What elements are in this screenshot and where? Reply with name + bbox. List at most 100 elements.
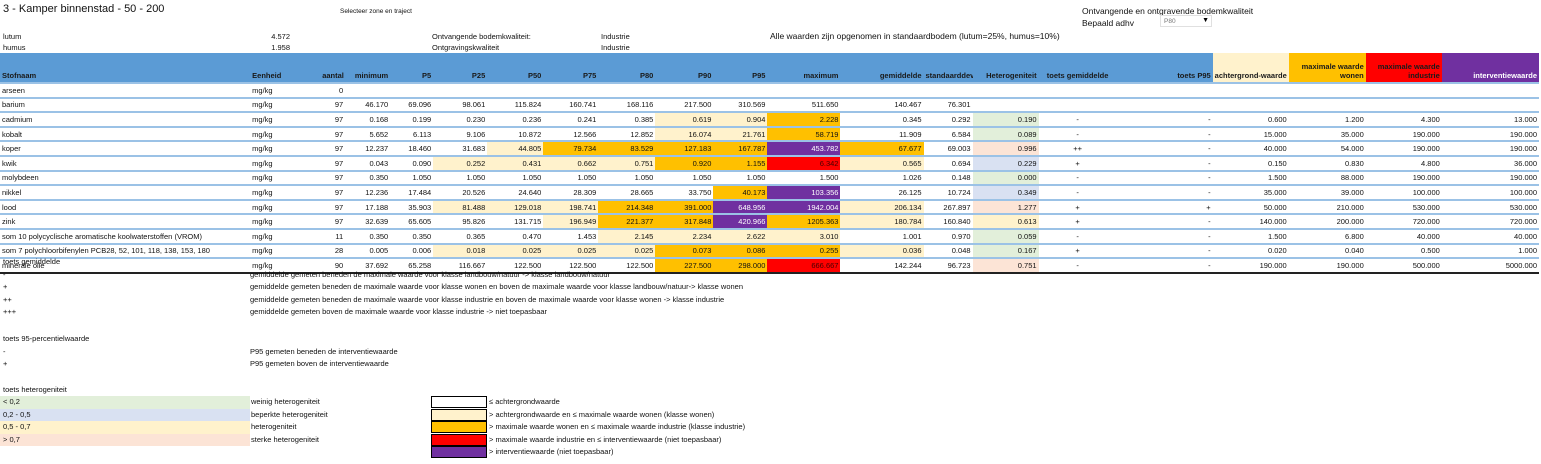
p25-cell[interactable]: 81.488 <box>433 199 488 215</box>
interventiewaarde-cell[interactable]: 40.000 <box>1514 231 1537 241</box>
max-industrie-cell[interactable]: 530.000 <box>1412 202 1440 212</box>
column-header[interactable]: toets gemiddelde <box>1038 53 1117 83</box>
toets-gemiddelde-cell[interactable]: ++ <box>1073 144 1082 154</box>
heterogeniteit-cell[interactable]: 0.996 <box>972 141 1039 156</box>
toets-gemiddelde-cell[interactable]: - <box>1076 260 1079 270</box>
standaarddeviatie-cell[interactable]: 0.292 <box>923 112 973 127</box>
max-industrie-cell[interactable]: 0.500 <box>1421 246 1440 256</box>
gemiddelde-cell[interactable]: 206.134 <box>840 199 924 215</box>
p75-cell[interactable]: 122.500 <box>543 258 599 273</box>
interventiewaarde-cell[interactable]: 36.000 <box>1514 158 1537 168</box>
p95-cell[interactable]: 167.787 <box>713 141 768 156</box>
stofnaam-cell[interactable]: koper <box>2 144 21 154</box>
achtergrondwaarde-cell[interactable]: 40.000 <box>1263 144 1287 154</box>
heterogeniteit-cell[interactable]: 0.349 <box>972 185 1039 200</box>
interventiewaarde-cell[interactable]: 100.000 <box>1509 187 1537 197</box>
column-header[interactable]: P25 <box>433 53 488 83</box>
toets-p95-cell[interactable]: + <box>1206 202 1211 212</box>
column-header[interactable]: maximum <box>767 53 841 83</box>
p5-cell[interactable]: 0.199 <box>390 112 434 127</box>
column-header[interactable]: P75 <box>543 53 599 83</box>
aantal-cell[interactable]: 97 <box>334 129 344 139</box>
stofnaam-cell[interactable]: molybdeen <box>2 173 39 183</box>
max-industrie-cell[interactable]: 720.000 <box>1412 217 1440 227</box>
gemiddelde-cell[interactable]: 0.345 <box>840 112 924 127</box>
toets-gemiddelde-cell[interactable]: + <box>1075 217 1080 227</box>
p50-cell[interactable] <box>487 83 544 98</box>
interventiewaarde-cell[interactable]: 190.000 <box>1509 173 1537 183</box>
p90-cell[interactable]: 0.920 <box>655 155 714 171</box>
toets-gemiddelde-cell[interactable]: + <box>1075 246 1080 256</box>
gemiddelde-cell[interactable]: 0.565 <box>840 155 924 171</box>
standaarddeviatie-cell[interactable]: 0.148 <box>923 170 973 186</box>
interventiewaarde-cell[interactable]: 190.000 <box>1509 144 1537 154</box>
aantal-cell[interactable]: 90 <box>334 260 344 270</box>
standaarddeviatie-cell[interactable]: 6.584 <box>923 126 973 142</box>
max-industrie-cell[interactable]: 190.000 <box>1412 173 1440 183</box>
achtergrondwaarde-cell[interactable]: 0.020 <box>1267 246 1287 256</box>
column-header[interactable]: maximale waarde wonen <box>1288 53 1366 83</box>
column-header[interactable]: P90 <box>655 53 714 83</box>
achtergrondwaarde-cell[interactable]: 190.000 <box>1259 260 1287 270</box>
standaarddeviatie-cell[interactable]: 267.897 <box>923 199 973 215</box>
p25-cell[interactable]: 20.526 <box>433 185 488 200</box>
heterogeniteit-cell[interactable]: 0.190 <box>972 112 1039 127</box>
maximum-cell[interactable] <box>767 83 841 98</box>
interventiewaarde-cell[interactable]: 190.000 <box>1509 129 1537 139</box>
max-wonen-cell[interactable]: 54.000 <box>1340 144 1364 154</box>
gemiddelde-cell[interactable]: 1.001 <box>840 228 924 244</box>
p50-cell[interactable]: 1.050 <box>487 170 544 186</box>
achtergrondwaarde-cell[interactable]: 140.000 <box>1259 217 1287 227</box>
aantal-cell[interactable]: 97 <box>334 144 344 154</box>
p90-cell[interactable]: 0.619 <box>655 112 714 127</box>
max-wonen-cell[interactable]: 6.800 <box>1344 231 1364 241</box>
minimum-cell[interactable]: 0.168 <box>345 112 391 127</box>
p5-cell[interactable]: 0.006 <box>390 243 434 259</box>
p95-cell[interactable]: 2.622 <box>713 228 768 244</box>
toets-p95-cell[interactable]: - <box>1208 231 1211 241</box>
p75-cell[interactable]: 160.741 <box>543 97 599 113</box>
interventiewaarde-cell[interactable]: 530.000 <box>1509 202 1537 212</box>
interventiewaarde-cell[interactable]: 5000.000 <box>1505 260 1537 270</box>
max-wonen-cell[interactable]: 190.000 <box>1336 260 1364 270</box>
heterogeniteit-cell[interactable] <box>973 98 1039 113</box>
p50-cell[interactable]: 0.431 <box>487 155 544 171</box>
gemiddelde-cell[interactable]: 0.036 <box>840 243 924 259</box>
p95-cell[interactable]: 1.155 <box>713 155 768 171</box>
achtergrondwaarde-cell[interactable]: 0.600 <box>1267 114 1287 124</box>
interventiewaarde-cell[interactable]: 13.000 <box>1514 114 1537 124</box>
max-industrie-cell[interactable]: 40.000 <box>1416 231 1440 241</box>
achtergrondwaarde-cell[interactable]: 1.500 <box>1267 173 1287 183</box>
column-header[interactable]: achtergrond-waarde <box>1212 53 1289 83</box>
maximum-cell[interactable]: 1942.004 <box>767 199 841 215</box>
achtergrondwaarde-cell[interactable]: 50.000 <box>1263 202 1287 212</box>
achtergrondwaarde-cell[interactable]: 15.000 <box>1263 129 1287 139</box>
aantal-cell[interactable]: 97 <box>334 100 344 110</box>
p25-cell[interactable] <box>433 83 488 98</box>
standaarddeviatie-cell[interactable]: 0.048 <box>923 243 973 259</box>
p5-cell[interactable]: 0.350 <box>390 228 434 244</box>
stofnaam-cell[interactable]: som 7 polychloorbifenylen PCB28, 52, 101… <box>2 246 210 256</box>
p50-cell[interactable]: 44.805 <box>487 141 544 156</box>
p95-cell[interactable]: 21.761 <box>713 126 768 142</box>
stofnaam-cell[interactable]: som 10 polycyclische aromatische koolwat… <box>2 231 202 241</box>
max-wonen-cell[interactable]: 210.000 <box>1336 202 1364 212</box>
gemiddelde-cell[interactable]: 67.677 <box>840 141 924 156</box>
stofnaam-cell[interactable]: kobalt <box>2 129 23 139</box>
toets-p95-cell[interactable]: - <box>1208 260 1211 270</box>
eenheid-cell[interactable]: mg/kg <box>252 129 273 139</box>
maximum-cell[interactable]: 58.719 <box>767 126 841 142</box>
p90-cell[interactable]: 1.050 <box>655 170 714 186</box>
toets-gemiddelde-cell[interactable]: - <box>1076 114 1079 124</box>
p5-cell[interactable]: 18.460 <box>390 141 434 156</box>
p50-cell[interactable]: 129.018 <box>487 199 544 215</box>
p25-cell[interactable]: 31.683 <box>433 141 488 156</box>
gemiddelde-cell[interactable]: 142.244 <box>840 258 924 273</box>
column-header[interactable]: P5 <box>390 53 434 83</box>
max-industrie-cell[interactable]: 100.000 <box>1412 187 1440 197</box>
max-wonen-cell[interactable]: 0.830 <box>1344 158 1364 168</box>
max-industrie-cell[interactable]: 190.000 <box>1412 129 1440 139</box>
p90-cell[interactable]: 127.183 <box>655 141 714 156</box>
p80-cell[interactable]: 214.348 <box>598 199 656 215</box>
p50-cell[interactable]: 0.236 <box>487 112 544 127</box>
